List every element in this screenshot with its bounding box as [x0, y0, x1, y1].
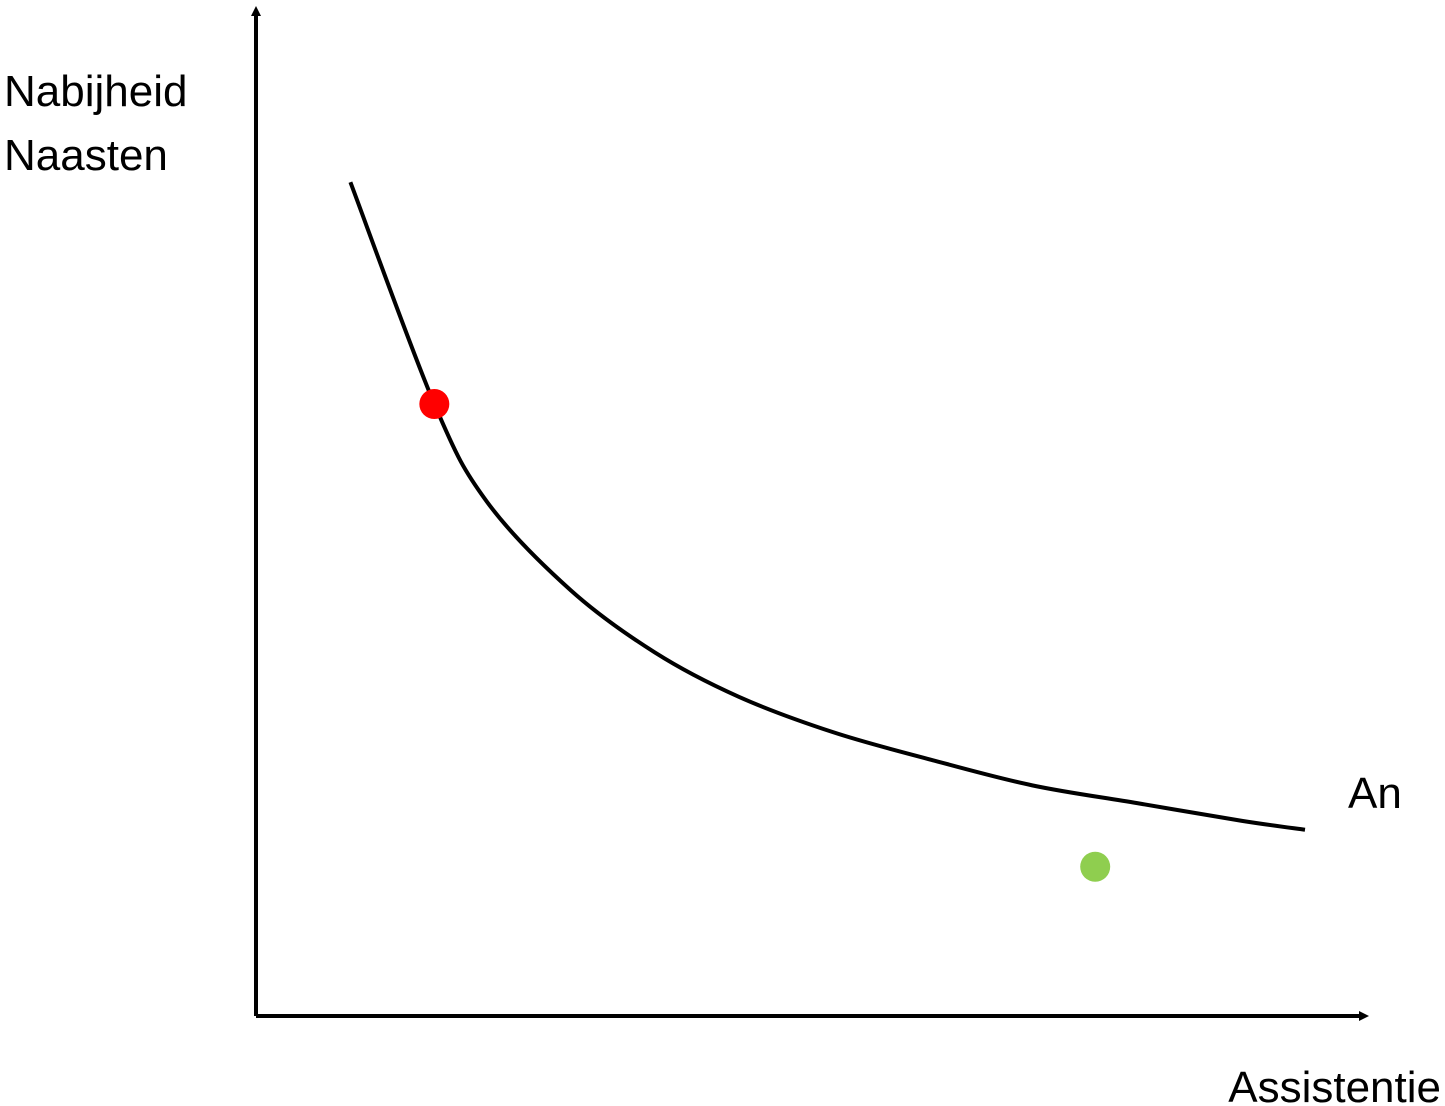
x-axis-label: Assistentie [1228, 1063, 1441, 1106]
series-label-an: An [1348, 769, 1402, 818]
series-line-an [348, 181, 1306, 832]
y-axis-label-line-1: Nabijheid [4, 67, 187, 116]
green-data-point [1080, 851, 1111, 882]
red-data-point [419, 388, 450, 419]
y-axis-label-line-2: Naasten [4, 131, 168, 180]
